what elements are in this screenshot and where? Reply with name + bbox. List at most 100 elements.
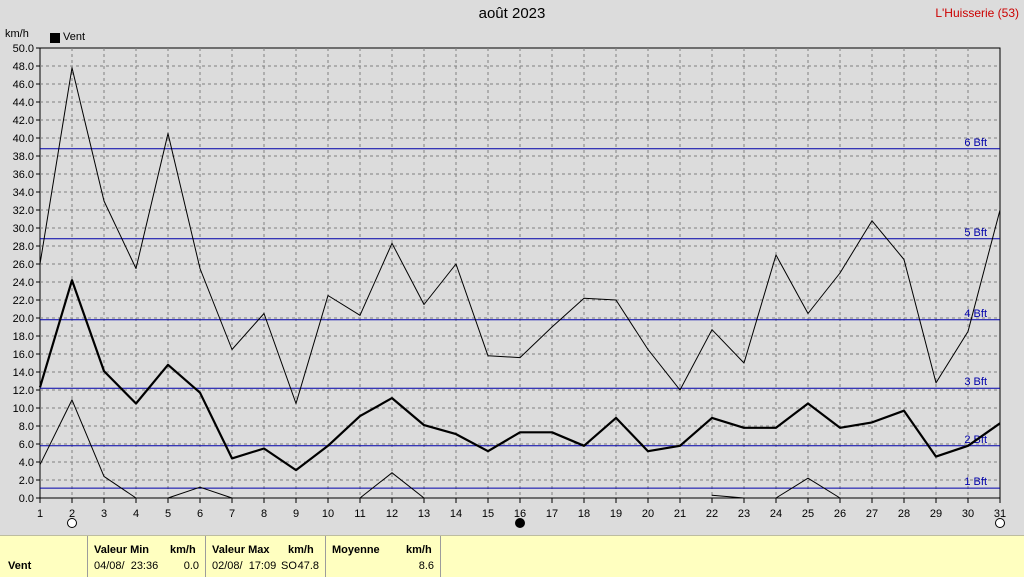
x-tick-label: 25 <box>802 508 814 520</box>
x-tick-label: 2 <box>69 508 75 520</box>
summary-min-value: 0.0 <box>183 560 199 572</box>
summary-row-label: Vent <box>8 560 32 572</box>
summary-max-dir: SO <box>281 560 297 572</box>
y-tick-label: 30.0 <box>13 223 34 235</box>
y-tick-label: 2.0 <box>19 475 34 487</box>
y-tick-label: 14.0 <box>13 367 34 379</box>
x-tick-label: 20 <box>642 508 654 520</box>
x-tick-label: 14 <box>450 508 462 520</box>
y-tick-label: 44.0 <box>13 97 34 109</box>
x-tick-label: 17 <box>546 508 558 520</box>
series-line-max <box>39 67 1001 404</box>
legend-label: Vent <box>63 31 86 43</box>
summary-avg-cell: Moyenne km/h 8.6 <box>326 536 441 577</box>
y-tick-label: 38.0 <box>13 151 34 163</box>
summary-max-cell: Valeur Max km/h 02/08/ 17:09 SO 47.8 <box>206 536 326 577</box>
summary-max-unit: km/h <box>288 544 314 556</box>
summary-max-header: Valeur Max <box>212 544 270 556</box>
moon-full-icon <box>995 518 1005 528</box>
series-line-avg <box>38 279 1001 472</box>
summary-avg-header: Moyenne <box>332 544 380 556</box>
y-tick-label: 8.0 <box>19 421 34 433</box>
x-tick-label: 27 <box>866 508 878 520</box>
x-tick-label: 24 <box>770 508 782 520</box>
beaufort-label: 5 Bft <box>964 227 987 239</box>
y-tick-label: 24.0 <box>13 277 34 289</box>
y-tick-label: 40.0 <box>13 133 34 145</box>
y-tick-label: 18.0 <box>13 331 34 343</box>
summary-min-cell: Valeur Min km/h 04/08/ 23:36 0.0 <box>88 536 206 577</box>
beaufort-label: 1 Bft <box>964 476 987 488</box>
series-lines <box>38 67 1001 499</box>
x-tick-label: 18 <box>578 508 590 520</box>
x-tick-label: 11 <box>354 508 365 520</box>
summary-max-when: 02/08/ 17:09 <box>212 560 277 572</box>
summary-avg-value: 8.6 <box>418 560 434 572</box>
chart-title: août 2023 <box>478 5 546 22</box>
x-tick-label: 15 <box>482 508 494 520</box>
x-tick-label: 31 <box>994 508 1006 520</box>
y-tick-label: 0.0 <box>19 493 34 505</box>
x-tick-label: 12 <box>386 508 398 520</box>
beaufort-label: 3 Bft <box>964 376 987 388</box>
x-tick-label: 5 <box>165 508 171 520</box>
x-tick-label: 22 <box>706 508 718 520</box>
y-tick-label: 42.0 <box>13 115 34 127</box>
y-axis-unit: km/h <box>5 28 29 40</box>
summary-max-value: 47.8 <box>297 560 319 572</box>
y-tick-label: 22.0 <box>13 295 34 307</box>
x-tick-label: 6 <box>197 508 203 520</box>
x-tick-label: 9 <box>293 508 299 520</box>
y-tick-label: 28.0 <box>13 241 34 253</box>
y-tick-label: 4.0 <box>19 457 34 469</box>
legend-swatch <box>50 33 60 43</box>
series-line-min <box>711 477 841 499</box>
moon-phases <box>67 518 1005 528</box>
x-tick-label: 7 <box>229 508 235 520</box>
x-tick-label: 1 <box>37 508 43 520</box>
y-tick-label: 32.0 <box>13 205 34 217</box>
y-tick-label: 34.0 <box>13 187 34 199</box>
y-tick-label: 16.0 <box>13 349 34 361</box>
x-tick-label: 13 <box>418 508 430 520</box>
beaufort-label: 6 Bft <box>964 137 987 149</box>
x-tick-label: 19 <box>610 508 622 520</box>
moon-new-icon <box>515 518 525 528</box>
y-axis-ticks: 0.0 2.0 4.0 6.0 8.0 10.0 12.0 14.0 16.0 18.0 20.0 2… <box>13 43 40 505</box>
chart-grid <box>39 47 1001 499</box>
x-tick-label: 3 <box>101 508 107 520</box>
series-line-min <box>39 399 233 499</box>
summary-row-label-cell: Vent <box>0 536 88 577</box>
summary-min-unit: km/h <box>170 544 196 556</box>
y-tick-label: 26.0 <box>13 259 34 271</box>
x-tick-label: 26 <box>834 508 846 520</box>
y-tick-label: 12.0 <box>13 385 34 397</box>
x-tick-label: 21 <box>674 508 686 520</box>
x-tick-label: 28 <box>898 508 910 520</box>
x-tick-label: 4 <box>133 508 139 520</box>
x-tick-label: 16 <box>514 508 526 520</box>
station-label: L'Huisserie (53) <box>935 6 1019 20</box>
x-axis-ticks: 1 2 3 4 5 6 7 8 9 10 11 12 13 14 15 16 17 18 19 20 21 22 23 24 2… <box>37 498 1006 520</box>
y-tick-label: 50.0 <box>13 43 34 55</box>
summary-avg-unit: km/h <box>406 544 432 556</box>
beaufort-label: 4 Bft <box>964 308 987 320</box>
x-tick-label: 29 <box>930 508 942 520</box>
y-tick-label: 36.0 <box>13 169 34 181</box>
moon-full-icon <box>67 518 77 528</box>
y-tick-label: 48.0 <box>13 61 34 73</box>
y-tick-label: 46.0 <box>13 79 34 91</box>
y-tick-label: 20.0 <box>13 313 34 325</box>
summary-min-header: Valeur Min <box>94 544 150 556</box>
series-line-min <box>359 472 425 499</box>
x-tick-label: 23 <box>738 508 750 520</box>
x-tick-label: 30 <box>962 508 974 520</box>
summary-panel: Vent Valeur Min km/h 04/08/ 23:36 0.0 Va… <box>0 535 1024 577</box>
summary-min-when: 04/08/ 23:36 <box>94 560 159 572</box>
y-tick-label: 10.0 <box>13 403 34 415</box>
x-tick-label: 10 <box>322 508 334 520</box>
y-tick-label: 6.0 <box>19 439 34 451</box>
x-tick-label: 8 <box>261 508 267 520</box>
